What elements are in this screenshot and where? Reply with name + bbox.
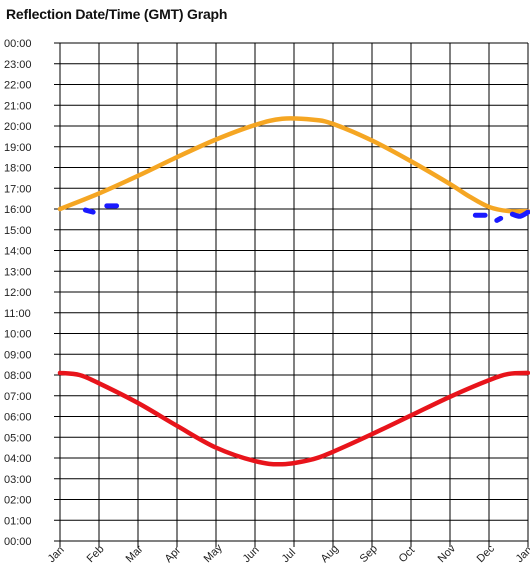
y-tick-label: 04:00 <box>4 453 32 465</box>
y-tick-label: 14:00 <box>4 246 32 258</box>
y-tick-label: 15:00 <box>4 225 32 237</box>
y-tick-label: 12:00 <box>4 287 32 299</box>
y-tick-label: 23:00 <box>4 59 32 71</box>
y-tick-label: 00:00 <box>4 536 32 548</box>
y-tick-label: 13:00 <box>4 266 32 278</box>
x-tick-label: Jan <box>46 544 67 565</box>
x-tick-label: Sep <box>358 543 380 565</box>
x-tick-label: Aug <box>319 543 341 565</box>
y-tick-label: 09:00 <box>4 349 32 361</box>
x-tick-label: Jul <box>280 547 298 565</box>
x-tick-label: Jan <box>514 544 530 565</box>
marks-layer <box>85 206 528 221</box>
y-tick-label: 22:00 <box>4 80 32 92</box>
y-tick-label: 03:00 <box>4 474 32 486</box>
y-tick-label: 07:00 <box>4 391 32 403</box>
y-tick-label: 05:00 <box>4 432 32 444</box>
x-tick-label: Apr <box>163 544 184 565</box>
y-tick-label: 10:00 <box>4 329 32 341</box>
y-tick-label: 11:00 <box>4 308 31 320</box>
x-tick-label: Jun <box>241 544 262 565</box>
y-tick-label: 19:00 <box>4 142 32 154</box>
x-tick-label: Dec <box>475 542 498 565</box>
y-tick-label: 06:00 <box>4 412 32 424</box>
x-tick-label: Feb <box>85 543 107 565</box>
y-tick-label: 20:00 <box>4 121 32 133</box>
y-axis: 00:00 01:00 02:00 03:00 04:00 05:00 06:00 07:00… <box>4 38 32 548</box>
y-tick-label: 08:00 <box>4 370 32 382</box>
blue-reflection-mark <box>85 210 93 212</box>
x-axis: Jan Feb Mar Apr May Jun Jul Aug Sep Oct Nov Dec Jan <box>46 542 530 566</box>
y-tick-label: 17:00 <box>4 183 32 195</box>
y-tick-label: 00:00 <box>4 38 32 50</box>
blue-reflection-mark <box>497 218 501 220</box>
y-tick-label: 02:00 <box>4 495 32 507</box>
x-tick-label: Mar <box>124 543 146 565</box>
y-tick-label: 21:00 <box>4 100 32 112</box>
x-tick-label: May <box>202 542 226 566</box>
y-tick-label: 16:00 <box>4 204 32 216</box>
y-tick-label: 18:00 <box>4 163 32 175</box>
y-tick-label: 01:00 <box>4 515 32 527</box>
x-tick-label: Oct <box>397 545 418 566</box>
x-tick-label: Nov <box>436 542 459 565</box>
